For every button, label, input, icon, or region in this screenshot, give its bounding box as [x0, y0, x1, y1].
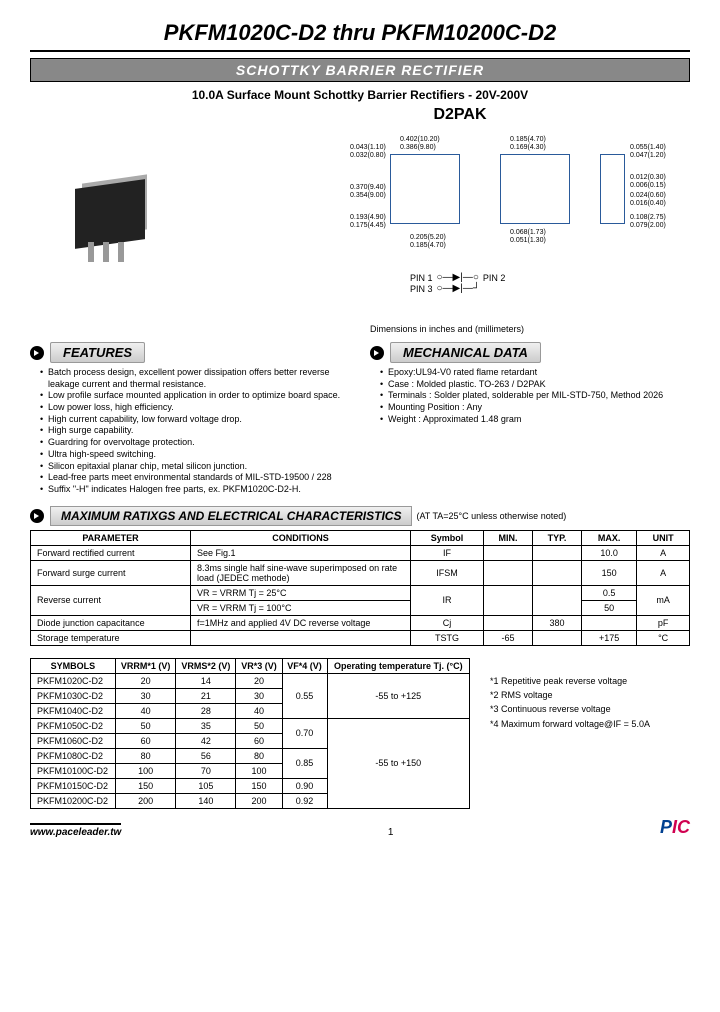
feature-item: Suffix "-H" indicates Halogen free parts…	[40, 484, 350, 496]
feature-item: Silicon epitaxial planar chip, metal sil…	[40, 461, 350, 473]
parts-table: SYMBOLS VRRM*1 (V) VRMS*2 (V) VR*3 (V) V…	[30, 658, 470, 809]
mech-item: Terminals : Solder plated, solderable pe…	[380, 390, 690, 402]
component-image	[50, 174, 170, 274]
footnote-item: *4 Maximum forward voltage@IF = 5.0A	[490, 717, 650, 731]
max-ratings-heading: MAXIMUM RATIXGS AND ELECTRICAL CHARACTER…	[50, 506, 412, 526]
chevron-icon	[370, 346, 384, 360]
features-heading: FEATURES	[50, 342, 145, 363]
feature-item: Low profile surface mounted application …	[40, 390, 350, 402]
pin-diagram: PIN 1 ○—▶|—○ PIN 2 PIN 3 ○—▶|—┘	[410, 272, 505, 294]
page-title: PKFM1020C-D2 thru PKFM10200C-D2	[30, 20, 690, 46]
mechanical-list: Epoxy:UL94-V0 rated flame retardantCase …	[370, 367, 690, 425]
chevron-icon	[30, 346, 44, 360]
footnote-item: *3 Continuous reverse voltage	[490, 702, 650, 716]
chevron-icon	[30, 509, 44, 523]
feature-item: Low power loss, high efficiency.	[40, 402, 350, 414]
footnote-item: *1 Repetitive peak reverse voltage	[490, 674, 650, 688]
feature-item: Guardring for overvoltage protection.	[40, 437, 350, 449]
category-banner: SCHOTTKY BARRIER RECTIFIER	[30, 58, 690, 82]
title-rule	[30, 50, 690, 52]
max-ratings-note: (AT TA=25°C unless otherwise noted)	[416, 511, 566, 521]
logo: PIC	[660, 817, 690, 838]
subtitle: 10.0A Surface Mount Schottky Barrier Rec…	[30, 88, 690, 102]
feature-item: High surge capability.	[40, 425, 350, 437]
footnote-item: *2 RMS voltage	[490, 688, 650, 702]
feature-item: High current capability, low forward vol…	[40, 414, 350, 426]
mech-item: Mounting Position : Any	[380, 402, 690, 414]
mech-item: Case : Molded plastic. TO-263 / D2PAK	[380, 379, 690, 391]
mech-item: Epoxy:UL94-V0 rated flame retardant	[380, 367, 690, 379]
feature-item: Ultra high-speed switching.	[40, 449, 350, 461]
features-list: Batch process design, excellent power di…	[30, 367, 350, 496]
feature-item: Batch process design, excellent power di…	[40, 367, 350, 390]
package-label: D2PAK	[230, 106, 690, 124]
ratings-table: PARAMETER CONDITIONS Symbol MIN. TYP. MA…	[30, 530, 690, 646]
footer-url: www.paceleader.tw	[30, 823, 121, 838]
footnotes: *1 Repetitive peak reverse voltage*2 RMS…	[490, 654, 650, 732]
dimensions-drawing: 0.402(10.20) 0.386(9.80) 0.043(1.10) 0.0…	[350, 134, 670, 314]
mechanical-heading: MECHANICAL DATA	[390, 342, 541, 363]
page-number: 1	[388, 827, 394, 838]
mech-item: Weight : Approximated 1.48 gram	[380, 414, 690, 426]
dimensions-caption: Dimensions in inches and (millimeters)	[370, 324, 690, 334]
feature-item: Lead-free parts meet environmental stand…	[40, 472, 350, 484]
